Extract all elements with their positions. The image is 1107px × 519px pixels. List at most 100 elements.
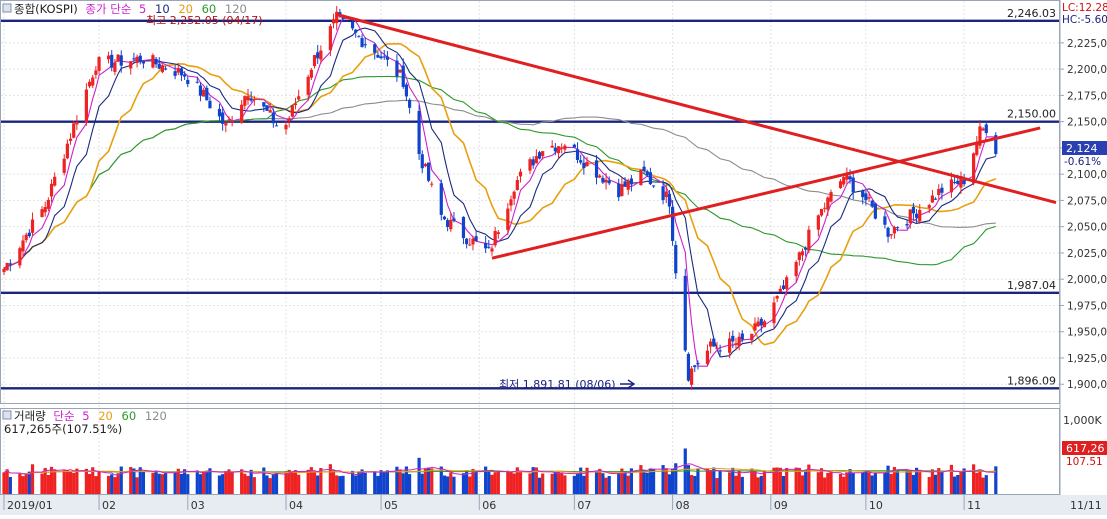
candle-body[interactable] <box>962 180 966 185</box>
volume-bar[interactable] <box>918 469 922 494</box>
volume-bar[interactable] <box>807 464 811 494</box>
volume-bar[interactable] <box>265 475 269 494</box>
candle-body[interactable] <box>560 147 564 149</box>
volume-bar[interactable] <box>385 470 390 494</box>
vol-ma-period-60[interactable]: 60 <box>122 409 137 423</box>
volume-bar[interactable] <box>91 467 95 494</box>
candle-body[interactable] <box>601 177 605 183</box>
candle-body[interactable] <box>623 181 627 187</box>
volume-bar[interactable] <box>759 475 763 494</box>
vol-ma-period-5[interactable]: 5 <box>82 409 89 423</box>
volume-bar[interactable] <box>753 470 757 494</box>
volume-bar[interactable] <box>312 471 317 494</box>
volume-bar[interactable] <box>864 471 868 494</box>
volume-bar[interactable] <box>268 478 272 494</box>
candle-body[interactable] <box>240 104 244 124</box>
candle-body[interactable] <box>667 193 672 207</box>
volume-bar[interactable] <box>217 475 222 494</box>
volume-bar[interactable] <box>737 471 741 494</box>
candle-body[interactable] <box>129 61 133 69</box>
volume-bar[interactable] <box>373 471 377 494</box>
candle-body[interactable] <box>579 160 583 163</box>
candle-body[interactable] <box>252 99 256 101</box>
candle-body[interactable] <box>731 335 735 342</box>
volume-bar[interactable] <box>889 473 893 494</box>
volume-bar[interactable] <box>87 473 92 494</box>
candle-body[interactable] <box>484 242 488 249</box>
candle-body[interactable] <box>30 219 35 233</box>
volume-bar[interactable] <box>49 466 54 494</box>
candle-body[interactable] <box>604 179 608 183</box>
volume-bar[interactable] <box>420 473 424 494</box>
volume-bar[interactable] <box>97 471 101 494</box>
volume-bar[interactable] <box>316 475 320 494</box>
volume-bar[interactable] <box>350 470 355 494</box>
candle-body[interactable] <box>427 162 431 181</box>
volume-bar[interactable] <box>512 473 516 494</box>
candle-body[interactable] <box>800 251 805 256</box>
volume-bar[interactable] <box>667 474 672 494</box>
candle-body[interactable] <box>373 44 377 53</box>
volume-bar[interactable] <box>981 477 985 494</box>
candle-body[interactable] <box>778 288 782 292</box>
candle-body[interactable] <box>718 350 722 352</box>
volume-bar[interactable] <box>842 476 846 494</box>
volume-bar[interactable] <box>249 469 253 494</box>
volume-bar[interactable] <box>442 475 447 494</box>
volume-bar[interactable] <box>845 472 849 494</box>
volume-bar[interactable] <box>284 471 288 494</box>
volume-bar[interactable] <box>224 471 228 494</box>
candle-body[interactable] <box>293 103 298 106</box>
candle-body[interactable] <box>728 338 732 353</box>
volume-bar[interactable] <box>40 473 44 494</box>
volume-bar[interactable] <box>550 473 554 494</box>
candle-body[interactable] <box>287 118 291 122</box>
candle-body[interactable] <box>449 219 453 230</box>
volume-bar[interactable] <box>341 475 345 494</box>
volume-bar[interactable] <box>274 472 279 494</box>
candle-body[interactable] <box>512 191 516 199</box>
volume-bar[interactable] <box>823 477 827 494</box>
candle-body[interactable] <box>493 231 497 246</box>
candle-body[interactable] <box>594 160 599 178</box>
volume-bar[interactable] <box>487 470 491 494</box>
candle-body[interactable] <box>338 12 342 16</box>
volume-bar[interactable] <box>506 470 510 494</box>
volume-bar[interactable] <box>797 467 801 494</box>
candle-body[interactable] <box>753 323 757 331</box>
volume-settings-icon[interactable] <box>2 410 12 420</box>
volume-bar[interactable] <box>173 471 177 494</box>
candle-body[interactable] <box>829 192 833 202</box>
volume-bar[interactable] <box>705 468 710 494</box>
volume-bar[interactable] <box>772 467 776 494</box>
volume-bar[interactable] <box>382 471 386 494</box>
volume-bar[interactable] <box>135 477 139 494</box>
candle-body[interactable] <box>350 21 355 29</box>
candle-body[interactable] <box>312 55 317 67</box>
candle-body[interactable] <box>262 102 266 107</box>
volume-bar[interactable] <box>354 475 358 494</box>
volume-bar[interactable] <box>800 475 805 494</box>
volume-bar[interactable] <box>423 468 428 494</box>
candle-body[interactable] <box>794 261 798 277</box>
volume-bar[interactable] <box>205 470 209 494</box>
volume-bar[interactable] <box>509 471 513 494</box>
volume-bar[interactable] <box>534 467 538 494</box>
volume-bar[interactable] <box>962 468 966 494</box>
candle-body[interactable] <box>354 29 358 33</box>
volume-bar[interactable] <box>607 476 611 494</box>
candle-body[interactable] <box>892 227 896 234</box>
volume-bar[interactable] <box>65 470 69 494</box>
volume-bar[interactable] <box>892 467 896 494</box>
candle-body[interactable] <box>553 147 557 152</box>
candle-body[interactable] <box>629 178 633 185</box>
volume-bar[interactable] <box>395 466 399 494</box>
candle-body[interactable] <box>309 69 313 78</box>
candle-body[interactable] <box>72 123 76 138</box>
volume-bar[interactable] <box>642 470 646 494</box>
volume-bar[interactable] <box>911 474 916 494</box>
candle-body[interactable] <box>195 81 199 83</box>
candle-body[interactable] <box>674 245 678 274</box>
candle-body[interactable] <box>651 185 656 187</box>
candle-body[interactable] <box>905 223 909 226</box>
